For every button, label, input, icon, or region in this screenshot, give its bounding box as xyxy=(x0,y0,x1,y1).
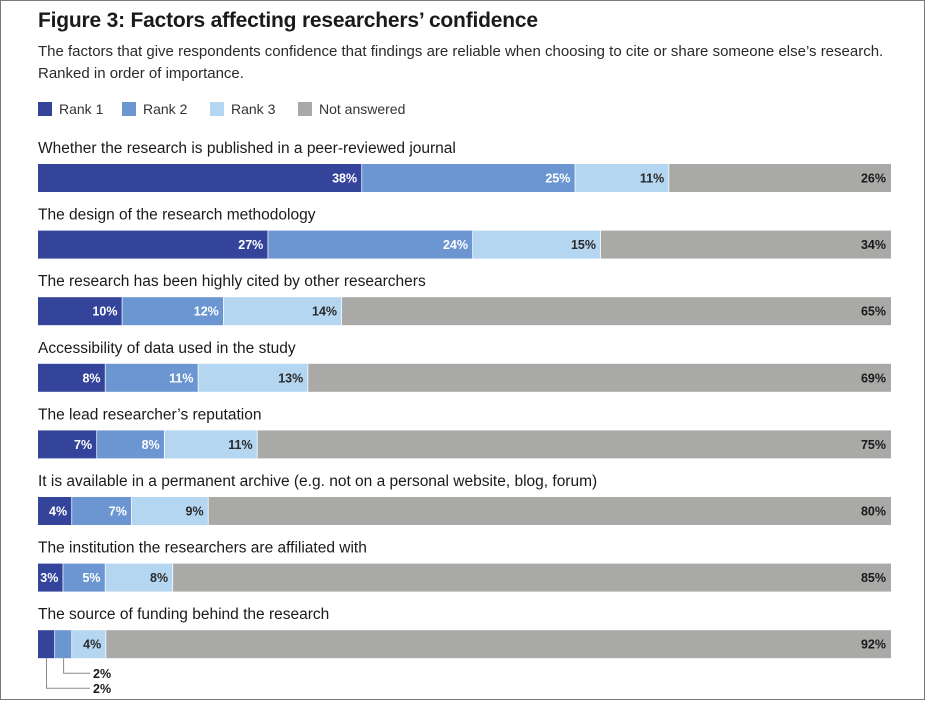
value-label: 92% xyxy=(861,638,886,652)
category-label: Accessibility of data used in the study xyxy=(38,340,296,357)
bar-segment xyxy=(362,164,576,192)
value-label: 85% xyxy=(861,571,886,585)
bar-segment xyxy=(38,230,269,259)
value-label: 11% xyxy=(228,438,252,452)
value-label: 7% xyxy=(109,505,127,519)
bar-segment xyxy=(173,563,891,592)
value-label: 15% xyxy=(571,238,596,252)
bar-segment xyxy=(38,630,56,659)
category-label: It is available in a permanent archive (… xyxy=(38,473,597,490)
value-label: 12% xyxy=(194,305,219,319)
value-label: 26% xyxy=(861,172,886,186)
bar-segment xyxy=(72,630,107,659)
bar-segment xyxy=(473,230,601,259)
bar-segment xyxy=(164,430,258,459)
category-label: The institution the researchers are affi… xyxy=(38,540,367,557)
bar-segment xyxy=(308,363,891,392)
category-label: The source of funding behind the researc… xyxy=(38,606,329,623)
bar-segment xyxy=(63,563,106,592)
category-label: The lead researcher’s reputation xyxy=(38,406,261,423)
value-label: 14% xyxy=(312,305,337,319)
value-label: 9% xyxy=(186,505,204,519)
callout-value-label: 2% xyxy=(93,667,111,681)
bar-segment xyxy=(106,630,892,659)
callout-leader-line xyxy=(63,658,90,674)
value-label: 75% xyxy=(861,438,886,452)
bar-segment xyxy=(575,164,670,192)
legend-label-not-answered: Not answered xyxy=(319,101,406,117)
value-label: 4% xyxy=(83,638,101,652)
value-label: 7% xyxy=(74,438,92,452)
bar-segment xyxy=(72,497,132,525)
bar-segment xyxy=(342,297,891,326)
callout-leader-line xyxy=(46,658,90,689)
bar-segment xyxy=(38,563,64,592)
figure-subtitle: The factors that give respondents confid… xyxy=(38,43,884,82)
value-label: 24% xyxy=(443,238,468,252)
bar-segment xyxy=(122,297,224,326)
category-label: The research has been highly cited by ot… xyxy=(38,273,426,290)
bar-segment xyxy=(105,563,174,592)
bar-segment xyxy=(223,297,343,326)
value-label: 8% xyxy=(150,571,168,585)
legend-swatch-rank-3 xyxy=(210,102,224,116)
legend-swatch-not-answered xyxy=(298,102,312,116)
value-label: 4% xyxy=(49,505,67,519)
value-label: 69% xyxy=(861,371,886,385)
value-label: 3% xyxy=(40,571,58,585)
bar-segment xyxy=(669,164,891,192)
legend-swatch-rank-1 xyxy=(38,102,52,116)
value-label: 11% xyxy=(169,371,193,385)
figure-title: Figure 3: Factors affecting researchers’… xyxy=(38,9,538,32)
value-label: 80% xyxy=(861,505,886,519)
bar-segment xyxy=(38,430,98,459)
value-label: 27% xyxy=(238,238,263,252)
value-label: 11% xyxy=(640,172,664,186)
value-label: 8% xyxy=(82,371,100,385)
bar-segment xyxy=(38,497,73,525)
category-label: The design of the research methodology xyxy=(38,207,316,224)
bar-segment xyxy=(38,363,106,392)
value-label: 65% xyxy=(861,305,886,319)
bar-segment xyxy=(257,430,891,459)
legend-label-rank-1: Rank 1 xyxy=(59,101,104,117)
bar-segment xyxy=(38,297,123,326)
value-label: 13% xyxy=(278,371,303,385)
bar-segment xyxy=(131,497,209,525)
legend-swatch-rank-2 xyxy=(122,102,136,116)
bar-segment xyxy=(97,430,165,459)
bar-segment xyxy=(55,630,73,659)
value-label: 10% xyxy=(92,305,117,319)
legend-label-rank-3: Rank 3 xyxy=(231,101,276,117)
bar-segment xyxy=(198,363,309,392)
bar-segment xyxy=(268,230,474,259)
legend-label-rank-2: Rank 2 xyxy=(143,101,188,117)
value-label: 5% xyxy=(82,571,100,585)
value-label: 8% xyxy=(142,438,160,452)
bar-segment xyxy=(38,164,363,192)
value-label: 38% xyxy=(332,172,357,186)
bar-segment xyxy=(208,497,892,525)
bar-segment xyxy=(105,363,199,392)
category-label: Whether the research is published in a p… xyxy=(38,140,456,157)
callout-value-label: 2% xyxy=(93,682,111,696)
value-label: 25% xyxy=(545,172,570,186)
value-label: 34% xyxy=(861,238,886,252)
bar-segment xyxy=(600,230,891,259)
